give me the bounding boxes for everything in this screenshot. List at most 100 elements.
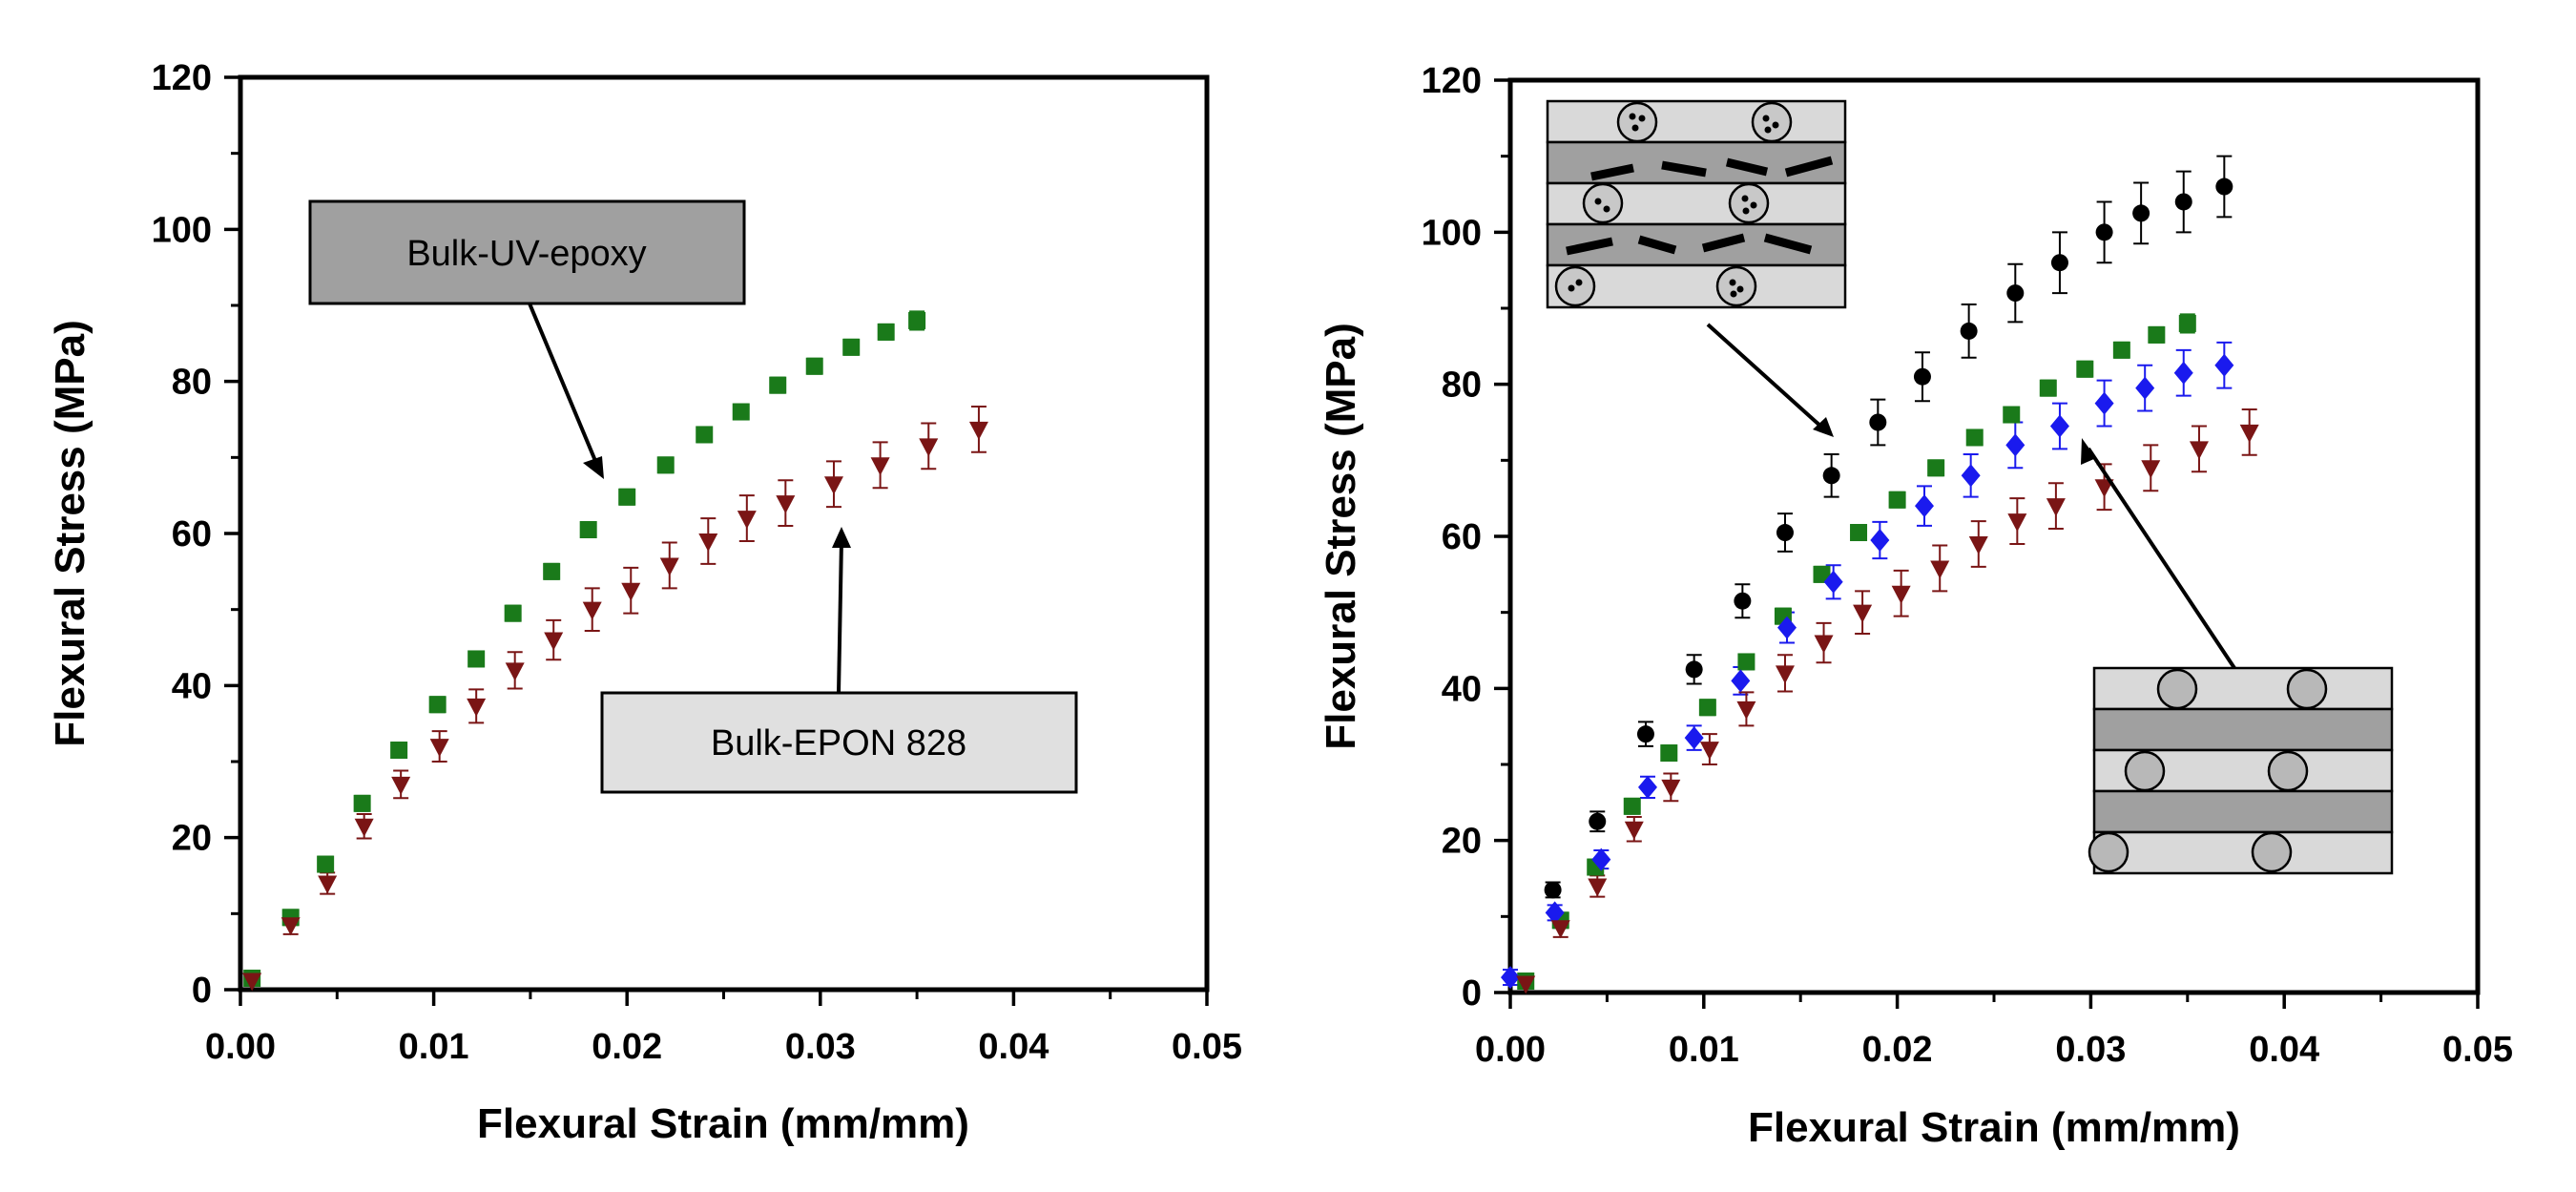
x-axis-title-left: Flexural Strain (mm/mm): [477, 1100, 969, 1147]
data-point-uv_epoxy: [579, 521, 597, 539]
data-point-black_series: [1822, 467, 1840, 485]
arrowhead-inset-top: [1813, 417, 1834, 437]
data-point-uv_epoxy: [1813, 565, 1831, 583]
data-point-uv_epoxy: [1660, 744, 1678, 763]
data-point-epon: [1853, 604, 1873, 623]
data-point-epon: [1930, 560, 1950, 579]
data-point-epon: [698, 533, 718, 552]
data-point-black_series: [1544, 881, 1562, 899]
error-bars-left: [244, 310, 987, 988]
data-point-blue_series: [1501, 966, 1520, 990]
arrow-inset-bottom: [2087, 447, 2236, 670]
data-point-blue_series: [1823, 570, 1843, 594]
data-point-black_series: [1589, 812, 1607, 830]
data-point-epon: [391, 776, 411, 795]
data-point-uv_epoxy: [769, 376, 787, 394]
data-point-epon: [1968, 535, 1988, 554]
x-axis-title-right: Flexural Strain (mm/mm): [1748, 1104, 2240, 1151]
data-point-blue_series: [1591, 847, 1611, 871]
inset-particle-dots: [1568, 113, 1779, 298]
data-point-epon: [659, 557, 679, 576]
x-tick-label: 0.02: [1862, 1030, 1933, 1070]
data-point-uv_epoxy: [618, 488, 636, 506]
callout-label-epon: Bulk-EPON 828: [711, 723, 966, 763]
data-point-black_series: [1960, 322, 1978, 340]
data-point-black_series: [2006, 284, 2025, 303]
x-tick-label: 0.02: [592, 1027, 662, 1067]
data-point-uv_epoxy: [908, 311, 926, 329]
y-axis-title-left: Flexural Stress (MPa): [47, 320, 93, 747]
y-tick-label: 60: [172, 514, 212, 554]
data-point-uv_epoxy: [877, 323, 895, 341]
arrow-uv-epoxy: [528, 303, 600, 469]
data-point-uv_epoxy: [1623, 797, 1641, 815]
data-point-epon: [737, 511, 757, 530]
data-point-black_series: [2174, 193, 2192, 211]
y-tick-label: 40: [1442, 669, 1482, 709]
data-point-blue_series: [2094, 391, 2114, 415]
data-point-black_series: [1685, 660, 1703, 679]
data-point-epon: [505, 662, 525, 681]
data-point-epon: [1588, 878, 1608, 897]
data-point-black_series: [1776, 524, 1794, 542]
data-point-uv_epoxy: [805, 357, 823, 375]
data-marks-right: [1501, 178, 2259, 994]
data-point-uv_epoxy: [1927, 459, 1945, 477]
data-point-epon: [919, 438, 939, 457]
data-point-epon: [1736, 701, 1756, 720]
data-point-black_series: [2050, 254, 2068, 272]
data-point-black_series: [2215, 178, 2233, 196]
data-point-epon: [582, 601, 602, 620]
x-tick-label: 0.01: [1669, 1030, 1739, 1070]
y-tick-label: 0: [1462, 973, 1482, 1014]
data-point-epon: [1516, 975, 1536, 994]
data-point-epon: [467, 698, 487, 717]
data-point-uv_epoxy: [2076, 360, 2094, 378]
inset-layer: [2092, 666, 2394, 711]
data-point-uv_epoxy: [696, 426, 714, 444]
data-point-uv_epoxy: [390, 742, 408, 760]
data-point-uv_epoxy: [428, 696, 447, 714]
y-axis-title-right: Flexural Stress (MPa): [1318, 323, 1364, 750]
inset-layer: [1546, 263, 1847, 309]
inset-layer: [2092, 789, 2394, 834]
data-point-blue_series: [1961, 464, 1981, 488]
y-tick-label: 100: [152, 210, 212, 250]
y-tick-label: 120: [152, 58, 212, 98]
data-point-blue_series: [1684, 726, 1704, 750]
data-point-blue_series: [1731, 669, 1751, 693]
data-point-epon: [2007, 513, 2027, 533]
data-point-epon: [318, 875, 338, 894]
inset-layered-particle-schematic: [2088, 666, 2394, 875]
data-point-uv_epoxy: [317, 855, 335, 873]
data-point-epon: [544, 632, 564, 651]
data-point-epon: [1814, 635, 1834, 654]
data-point-uv_epoxy: [2039, 379, 2057, 397]
data-marks-left: [242, 311, 988, 992]
arrow-epon: [837, 539, 843, 694]
inset-layer: [1546, 99, 1847, 144]
data-point-uv_epoxy: [1698, 699, 1716, 717]
data-point-epon: [621, 582, 641, 601]
axis-ticks-left: 0.00 0.01 0.02 0.03 0.04 0.05 0 20 40 60 80 100 120: [152, 58, 1242, 1067]
data-point-epon: [2046, 498, 2066, 517]
data-point-uv_epoxy: [353, 794, 371, 812]
data-point-uv_epoxy: [1965, 429, 1984, 447]
y-tick-label: 40: [172, 666, 212, 706]
x-tick-label: 0.00: [1475, 1030, 1546, 1070]
data-point-black_series: [2095, 223, 2113, 241]
data-point-blue_series: [2049, 414, 2069, 438]
data-point-blue_series: [1777, 616, 1797, 639]
data-point-epon: [354, 818, 374, 837]
arrow-inset-top: [1706, 323, 1824, 429]
callout-box-epon: [600, 691, 1078, 794]
data-point-blue_series: [2005, 433, 2025, 457]
inset-particles-plain: [2088, 668, 2328, 873]
data-point-epon: [280, 917, 301, 936]
data-point-epon: [1550, 920, 1570, 939]
data-point-uv_epoxy: [2178, 314, 2196, 332]
data-point-blue_series: [2173, 361, 2193, 385]
x-tick-label: 0.01: [399, 1027, 469, 1067]
y-tick-label: 60: [1442, 517, 1482, 557]
y-tick-label: 80: [1442, 366, 1482, 406]
